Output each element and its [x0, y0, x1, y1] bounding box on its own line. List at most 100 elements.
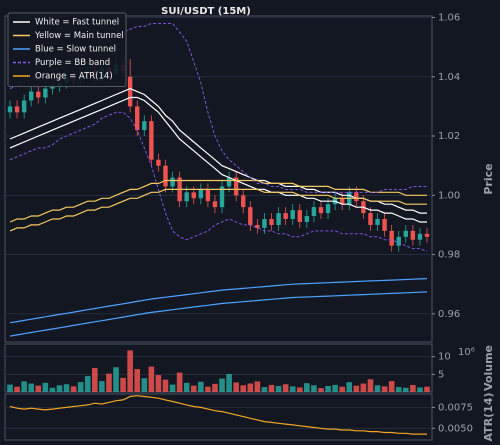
candle-body [21, 100, 27, 113]
candle-body [184, 192, 189, 202]
candle-body [269, 219, 274, 225]
volume-bar [183, 382, 190, 392]
volume-bar [35, 385, 42, 392]
volume-bar [127, 350, 133, 392]
volume-bar [424, 386, 430, 392]
y-axis-label: ATR(14) [482, 393, 495, 442]
volume-bar [402, 387, 409, 392]
panel-frame [4, 343, 433, 393]
y-tick-label: 0.0075 [438, 402, 473, 413]
legend-label: White = Fast tunnel [35, 18, 119, 28]
volume-bar [7, 384, 13, 392]
series-line [9, 96, 427, 223]
y-tick-label: 0.0050 [438, 423, 473, 434]
candle-body [297, 210, 302, 222]
volume-bar [219, 378, 225, 392]
y-tick-label: 1.06 [438, 12, 460, 23]
candle-body [142, 121, 147, 131]
volume-bar [205, 386, 211, 392]
volume-bar [247, 383, 254, 392]
panel-frame [4, 15, 433, 343]
candle-body [410, 230, 416, 240]
volume-bar [410, 384, 416, 392]
candle-body [205, 189, 211, 202]
legend-label: Purple = BB band [35, 58, 110, 68]
candle-body [36, 91, 41, 98]
candle-body [389, 230, 394, 246]
volume-bar [332, 384, 338, 392]
volume-bar [42, 382, 49, 392]
volume-bar [56, 385, 63, 392]
candle-body [262, 219, 267, 228]
candle-body [191, 192, 196, 199]
legend-label: Orange = ATR(14) [35, 72, 113, 82]
candle-body [318, 207, 324, 214]
volume-bar [92, 368, 98, 392]
volume-bar [318, 388, 324, 392]
volume-bar [134, 369, 141, 392]
volume-bar [395, 387, 402, 392]
volume-bar [353, 385, 360, 392]
volume-bar [304, 383, 310, 392]
series-line [9, 179, 427, 223]
candle-body [424, 233, 430, 237]
volume-bar [28, 383, 35, 392]
series-line [9, 111, 428, 253]
candle-body [135, 106, 140, 131]
series-line [9, 87, 427, 214]
volume-bar [162, 379, 169, 392]
volume-bar [77, 382, 84, 392]
series-line [9, 188, 427, 232]
candle-body [248, 207, 253, 225]
legend-box [7, 12, 127, 87]
volume-bar [346, 382, 353, 392]
volume-bar [63, 384, 70, 392]
candle-body [163, 165, 168, 187]
volume-bar [226, 374, 232, 392]
volume-bar [141, 378, 148, 392]
candle-body [375, 219, 380, 225]
candle-body [7, 106, 13, 113]
volume-bar [113, 367, 119, 392]
volume-bar [275, 386, 282, 392]
y-tick-label: 10 [438, 352, 451, 363]
volume-bar [148, 366, 155, 392]
volume-bar [254, 381, 261, 392]
volume-bar [417, 387, 423, 392]
chart-title: SUI/USDT (15M) [161, 6, 251, 17]
volume-bar [49, 387, 56, 392]
y-tick-label: 0.96 [438, 309, 460, 320]
candle-body [233, 177, 239, 196]
y-tick-label: 5 [438, 369, 444, 380]
y-axis-label: Price [482, 163, 495, 194]
volume-bar [198, 381, 204, 392]
volume-bar [14, 386, 20, 392]
candle-body [170, 177, 175, 187]
volume-bar [296, 387, 303, 392]
volume-bar [339, 386, 345, 392]
volume-bar [325, 386, 331, 392]
y-tick-label: 1.02 [438, 131, 460, 142]
series-line [9, 278, 428, 324]
volume-bar [190, 385, 197, 392]
volume-bar [99, 381, 105, 392]
candle-body [417, 233, 423, 240]
candles [7, 58, 430, 252]
volume-bar [367, 379, 374, 392]
series-line [9, 291, 428, 337]
volume-bar [360, 383, 367, 392]
volume-bar [233, 382, 239, 392]
volume-bar [282, 384, 289, 392]
volume-bar [21, 381, 27, 392]
candle-body [255, 224, 260, 228]
candle-body [127, 76, 133, 107]
candle-body [156, 159, 161, 166]
candle-body [382, 219, 387, 231]
candle-body [396, 236, 401, 246]
candle-body [212, 201, 218, 208]
candle-body [29, 91, 34, 101]
volume-bar [311, 385, 317, 392]
candle-body [50, 85, 55, 89]
volume-bar [169, 384, 176, 392]
volume-bar [289, 386, 296, 392]
